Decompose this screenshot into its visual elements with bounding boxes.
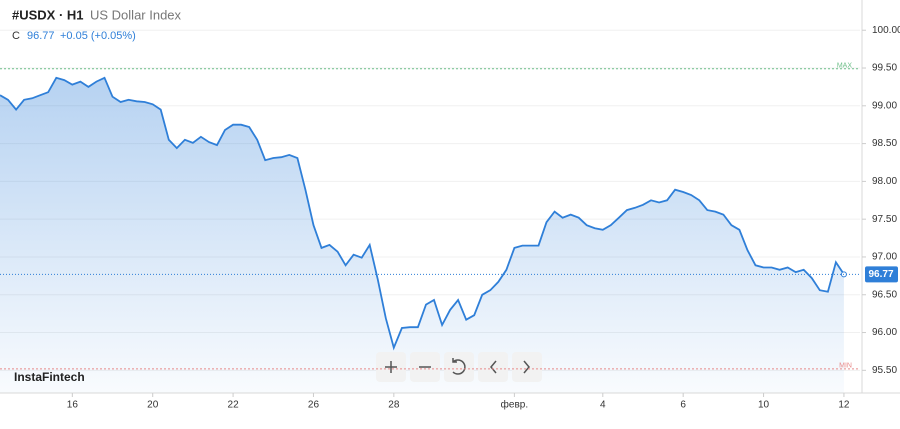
- x-tick-label: 28: [388, 400, 400, 411]
- subtitle: US Dollar Index: [90, 7, 182, 22]
- plot-area: [0, 29, 860, 394]
- y-tick-label: 99.50: [872, 63, 897, 74]
- y-tick-label: 98.00: [872, 176, 897, 187]
- min-line-label: MIN: [839, 363, 852, 370]
- x-tick-label: 12: [838, 400, 850, 411]
- y-tick-label: 97.50: [872, 214, 897, 225]
- y-tick-label: 99.00: [872, 100, 897, 111]
- x-tick-label: 20: [147, 400, 159, 411]
- toolbar: [376, 352, 542, 382]
- x-tick-label: февр.: [501, 399, 528, 411]
- x-tick-label: 6: [680, 400, 686, 411]
- y-tick-label: 100.00: [872, 25, 900, 36]
- scroll-right-button[interactable]: [512, 352, 542, 382]
- max-line-label: MAX: [837, 63, 853, 70]
- x-tick-label: 16: [67, 400, 79, 411]
- x-tick-label: 10: [758, 400, 770, 411]
- symbol: #USDX · H1: [12, 7, 84, 22]
- y-tick-label: 97.00: [872, 252, 897, 263]
- change: +0.05 (+0.05%): [60, 30, 136, 42]
- y-tick-label: 96.00: [872, 327, 897, 338]
- close-prefix: C: [12, 30, 20, 42]
- y-tick-label: 98.50: [872, 138, 897, 149]
- zoom-in-button[interactable]: [376, 352, 406, 382]
- y-tick-label: 95.50: [872, 365, 897, 376]
- close-value: 96.77: [27, 30, 55, 42]
- zoom-out-button[interactable]: [410, 352, 440, 382]
- close-tag: [865, 266, 898, 283]
- scroll-left-button[interactable]: [478, 352, 508, 382]
- y-tick-label: 96.50: [872, 289, 897, 300]
- x-tick-label: 26: [308, 400, 320, 411]
- reset-button[interactable]: [444, 352, 474, 382]
- x-tick-label: 4: [600, 400, 606, 411]
- close-tag-label: 96.77: [868, 269, 893, 280]
- line: [0, 76, 845, 351]
- area: [0, 77, 844, 394]
- x-tick-label: 22: [228, 400, 240, 411]
- brand: InstaFintech: [14, 370, 85, 384]
